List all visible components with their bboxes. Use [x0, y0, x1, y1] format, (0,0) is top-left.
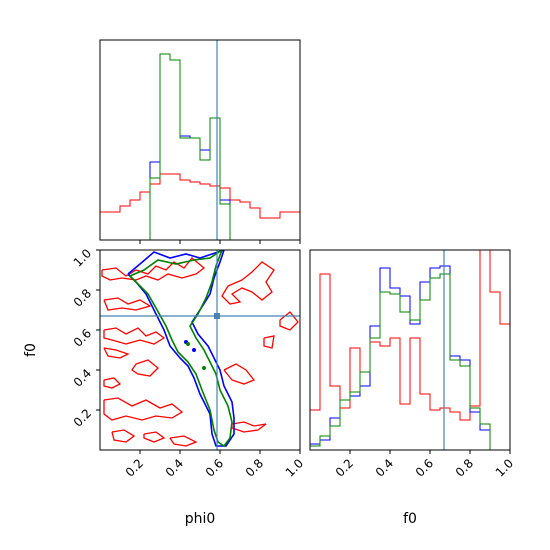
contour-red-6: [103, 397, 184, 421]
hist-phi0-red-series: [100, 173, 300, 219]
contour-red-2: [103, 327, 166, 345]
panel-joint-phi0-f0: 0.2 0.4 0.6 0.8 1.0 0.2 0.4 0.6 0.8 1.0: [71, 246, 306, 479]
hist-f0-xtick-label-0: 0.2: [333, 456, 356, 479]
hist-f0-xtick-label-2: 0.6: [413, 456, 436, 479]
contour-red-1: [103, 297, 152, 311]
joint-ytick-label-0: 0.2: [71, 406, 94, 429]
joint-point-1: [186, 342, 190, 346]
joint-xtick-label-0: 0.2: [123, 456, 146, 479]
contour-red-3: [103, 347, 130, 359]
joint-contour-group: [101, 250, 299, 448]
x-axis-label-phi0: phi0: [185, 511, 216, 527]
joint-ytick-label-4: 1.0: [71, 246, 94, 269]
joint-point-2: [192, 348, 196, 352]
joint-xtick-label-2: 0.6: [203, 456, 226, 479]
contour-red-4: [131, 359, 159, 377]
contour-red-11: [231, 421, 267, 433]
hist-f0-xtick-label-3: 0.8: [453, 456, 476, 479]
joint-point-3: [202, 366, 206, 370]
contour-red-13: [279, 311, 299, 331]
hist-f0-green-series: [310, 273, 510, 451]
joint-xtick-label-3: 0.8: [243, 456, 266, 479]
hist-phi0-green-series: [100, 53, 300, 241]
contour-blue-15: [127, 250, 235, 447]
contour-red-14: [263, 335, 275, 349]
contour-red-5: [103, 377, 122, 389]
hist-phi0-frame: [99, 39, 301, 241]
joint-xtick-label-1: 0.4: [163, 456, 186, 479]
hist-f0-xtick-label-4: 1.0: [493, 456, 516, 479]
joint-ytick-label-3: 0.8: [71, 286, 94, 309]
contour-green-16: [129, 250, 233, 448]
contour-red-9: [169, 435, 198, 447]
joint-xtick-label-4: 1.0: [283, 456, 306, 479]
hist-f0-frame: [309, 249, 511, 451]
contour-red-7: [111, 429, 136, 443]
panel-hist-f0: 0.2 0.4 0.6 0.8 1.0: [309, 249, 516, 480]
contour-red-10: [223, 363, 256, 385]
hist-f0-red-series: [310, 249, 510, 421]
x-axis-label-f0: f0: [403, 511, 417, 527]
y-axis-label-f0: f0: [23, 343, 39, 357]
truth-marker: [214, 313, 220, 319]
joint-ytick-label-2: 0.6: [71, 326, 94, 349]
hist-f0-xtick-label-1: 0.4: [373, 456, 396, 479]
contour-red-12: [221, 261, 275, 305]
joint-frame: [99, 249, 301, 451]
joint-ytick-label-1: 0.4: [71, 366, 94, 389]
contour-red-8: [143, 431, 166, 443]
panel-hist-phi0: [99, 39, 301, 244]
